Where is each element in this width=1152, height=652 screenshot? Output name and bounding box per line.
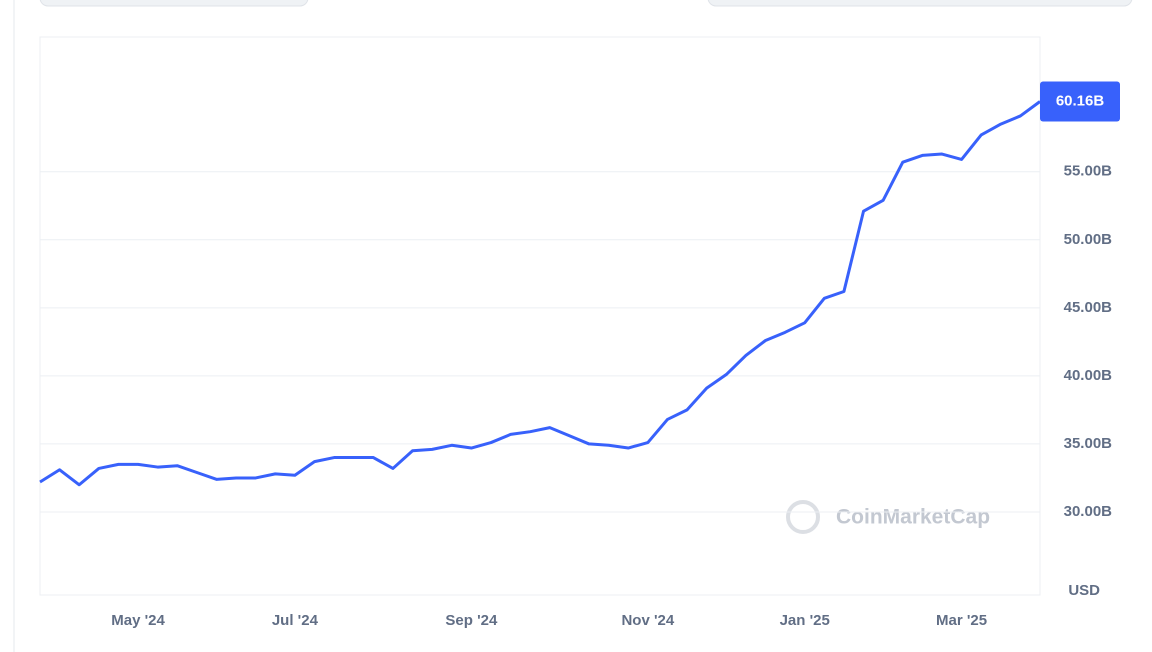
current-value-badge	[1040, 81, 1120, 122]
y-tick-label: 35.00B	[1064, 435, 1113, 452]
x-tick-label: Jul '24	[272, 612, 319, 629]
tab-group[interactable]	[39, 0, 309, 7]
x-tick-label: Sep '24	[445, 612, 498, 629]
price-line	[39, 100, 1041, 487]
y-tick-label: 55.00B	[1064, 163, 1113, 180]
plot-frame	[39, 36, 1041, 596]
watermark-logo	[786, 500, 820, 534]
x-tick-label: May '24	[111, 612, 165, 629]
y-axis-label: USD	[1068, 582, 1100, 599]
x-tick-label: Mar '25	[936, 612, 987, 629]
y-tick-label: 50.00B	[1064, 231, 1113, 248]
tab-group[interactable]	[707, 0, 1133, 7]
x-tick-label: Nov '24	[621, 612, 674, 629]
y-tick-label: 45.00B	[1064, 299, 1113, 316]
current-value-label: 60.16B	[1056, 92, 1105, 109]
y-tick-label: 30.00B	[1064, 503, 1113, 520]
watermark: CoinMarketCap	[836, 506, 990, 529]
y-tick-label: 40.00B	[1064, 367, 1113, 384]
x-tick-label: Jan '25	[780, 612, 830, 629]
